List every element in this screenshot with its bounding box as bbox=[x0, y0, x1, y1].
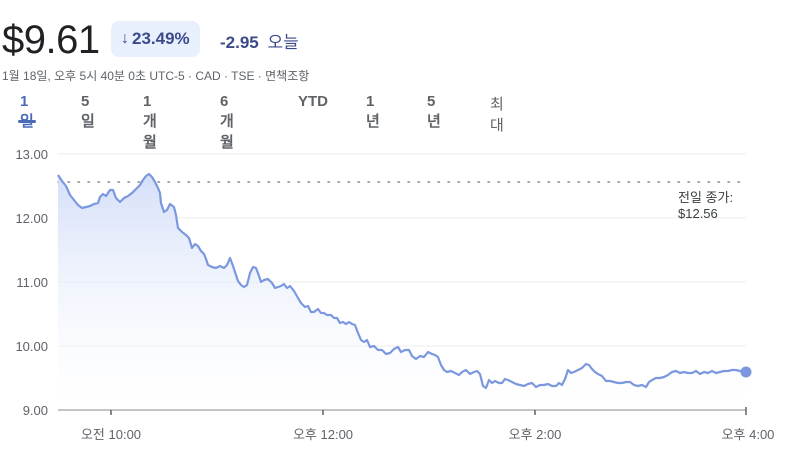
previous-close-value: $12.56 bbox=[678, 206, 718, 221]
tab-6m[interactable]: 6개월 bbox=[220, 93, 234, 151]
tab-1d[interactable]: 1일 bbox=[18, 93, 36, 130]
tab-5y[interactable]: 5년 bbox=[427, 93, 441, 130]
tab-max[interactable]: 최대 bbox=[490, 96, 504, 134]
change-percent: 23.49% bbox=[132, 29, 190, 48]
price-area bbox=[58, 174, 746, 410]
x-tick-2pm: 오후 2:00 bbox=[508, 427, 562, 442]
change-summary: -2.95 오늘 bbox=[220, 28, 299, 53]
change-value: -2.95 bbox=[220, 33, 259, 52]
arrow-down-icon: ↓ bbox=[121, 30, 129, 47]
x-tick-10am: 오전 10:00 bbox=[80, 427, 142, 442]
y-tick-10: 10.00 bbox=[15, 339, 48, 354]
y-tick-12: 12.00 bbox=[15, 211, 48, 226]
x-axis-ticks bbox=[110, 407, 747, 415]
y-tick-9: 9.00 bbox=[22, 403, 48, 418]
quote-meta: 1월 18일, 오후 5시 40분 0초 UTC-5 · CAD · TSE ·… bbox=[2, 69, 310, 83]
change-percent-badge: ↓ 23.49% bbox=[111, 21, 200, 57]
last-price-dot bbox=[740, 366, 752, 378]
tab-5d[interactable]: 5일 bbox=[81, 93, 95, 130]
price-value: $9.61 bbox=[2, 18, 100, 62]
tab-1m[interactable]: 1개월 bbox=[143, 93, 157, 151]
change-period: 오늘 bbox=[267, 33, 299, 52]
tab-ytd[interactable]: YTD bbox=[298, 93, 328, 110]
tab-1y[interactable]: 1년 bbox=[366, 93, 380, 130]
x-tick-4pm: 오후 4:00 bbox=[721, 427, 775, 442]
price-line bbox=[57, 172, 747, 390]
previous-close-title: 전일 종가: bbox=[678, 190, 734, 205]
y-tick-11: 11.00 bbox=[16, 275, 48, 290]
previous-close-label: 전일 종가: $12.56 bbox=[678, 190, 733, 222]
x-tick-12pm: 오후 12:00 bbox=[292, 427, 354, 442]
y-tick-13: 13.00 bbox=[15, 147, 48, 162]
